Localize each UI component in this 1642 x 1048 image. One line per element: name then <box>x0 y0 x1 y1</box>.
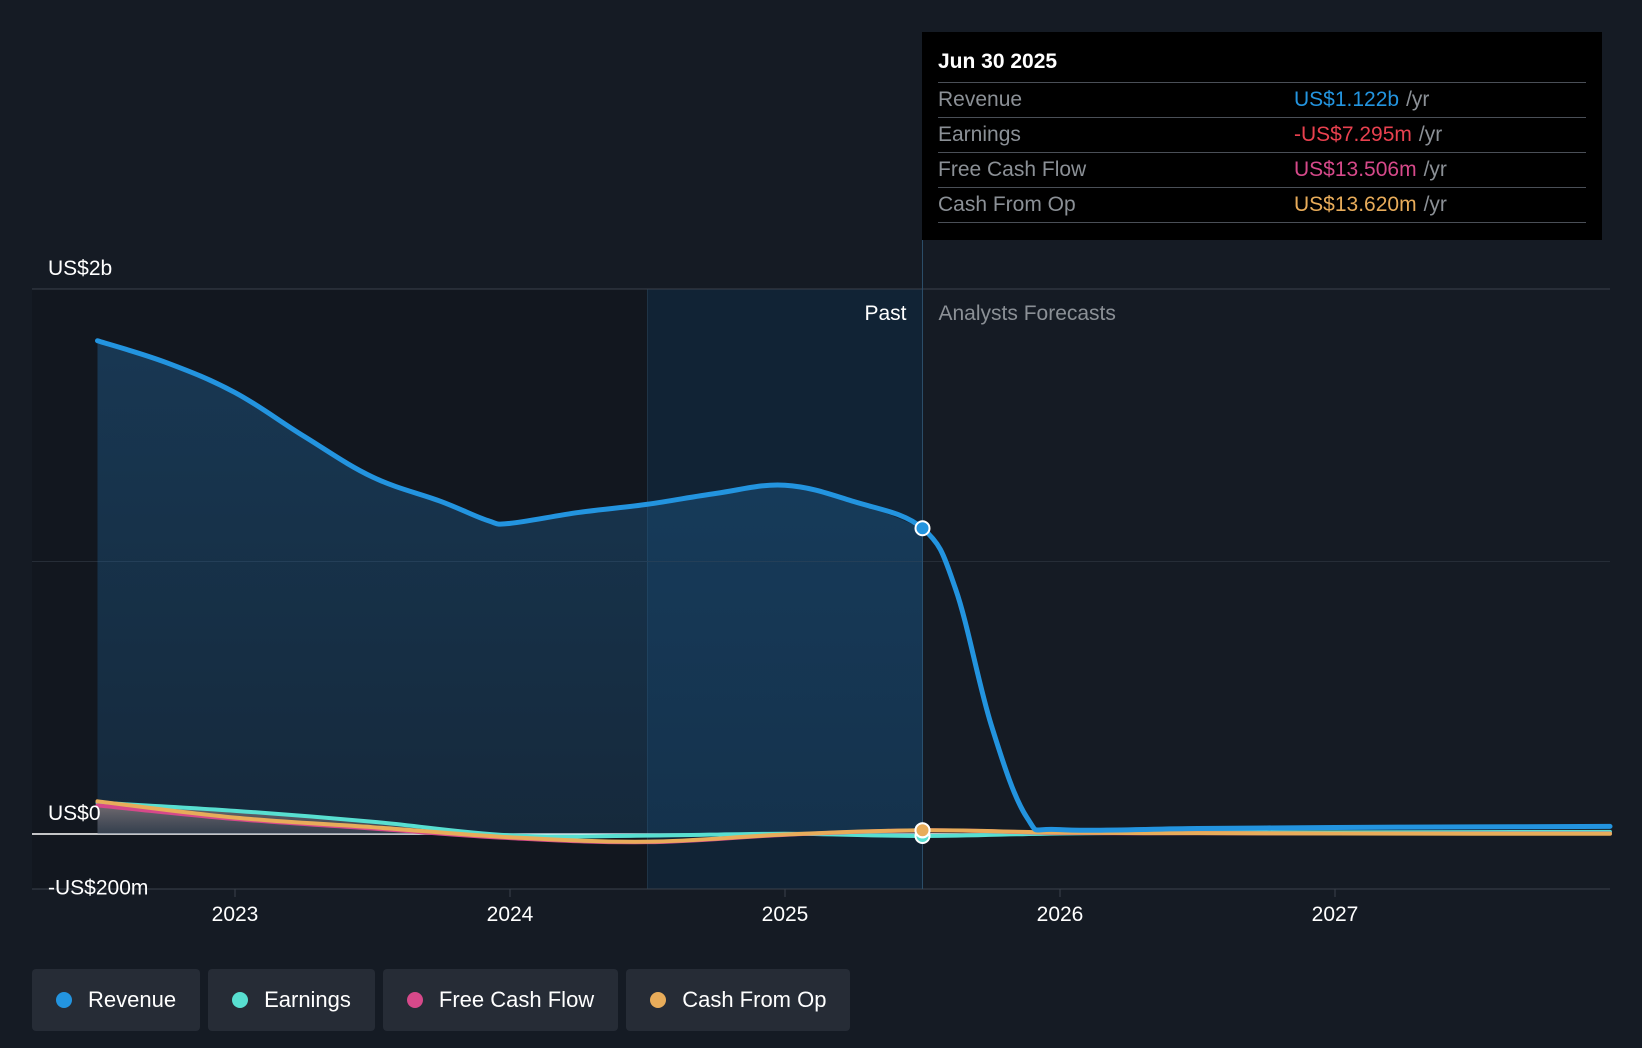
forecast-label: Analysts Forecasts <box>939 302 1116 325</box>
tooltip-unit: /yr <box>1406 88 1430 111</box>
revenue-area <box>97 340 923 834</box>
tooltip-row: Cash From Op US$13.620m/yr <box>938 188 1586 223</box>
tooltip-row: Revenue US$1.122b/yr <box>938 83 1586 118</box>
y-axis-label: US$0 <box>48 802 101 825</box>
tooltip-label: Earnings <box>938 123 1021 146</box>
revenue-point <box>914 520 931 537</box>
tooltip-label: Cash From Op <box>938 193 1076 216</box>
x-axis-label: 2023 <box>212 903 259 926</box>
cash-from-op-line <box>95 799 1612 844</box>
tooltip-panel: Jun 30 2025 Revenue US$1.122b/yr Earnings -… <box>922 32 1602 240</box>
x-axis-label: 2025 <box>762 903 809 926</box>
tooltip-unit: /yr <box>1423 193 1447 216</box>
x-axis-label: 2026 <box>1037 903 1084 926</box>
legend-dot-icon <box>56 992 72 1008</box>
legend: Revenue Earnings Free Cash Flow Cash From O… <box>32 969 851 1031</box>
legend-item-cash-from-op[interactable]: Cash From Op <box>626 969 851 1031</box>
past-label: Past <box>864 302 906 325</box>
legend-dot-icon <box>406 992 423 1008</box>
revenue-line <box>95 338 1613 833</box>
tooltip-date: Jun 30 2025 <box>938 46 1586 83</box>
tooltip-row: Earnings -US$7.295m/yr <box>938 118 1586 153</box>
tooltip-value: US$13.506m <box>1294 158 1417 181</box>
tooltip-value: US$13.620m <box>1294 193 1417 216</box>
legend-label: Revenue <box>88 987 177 1012</box>
tooltip-label: Revenue <box>938 88 1023 111</box>
y-axis-label: US$2b <box>48 257 112 280</box>
tooltip-unit: /yr <box>1423 158 1447 181</box>
legend-item-free-cash-flow[interactable]: Free Cash Flow <box>382 969 619 1031</box>
legend-item-revenue[interactable]: Revenue <box>32 969 201 1031</box>
tooltip-value: -US$7.295m <box>1294 123 1412 146</box>
tooltip-value: US$1.122b <box>1294 88 1400 111</box>
x-axis-label: 2024 <box>487 903 534 926</box>
tooltip-label: Free Cash Flow <box>938 158 1087 181</box>
y-axis-label: -US$200m <box>48 877 148 900</box>
legend-label: Earnings <box>264 987 351 1012</box>
legend-dot-icon <box>650 992 667 1008</box>
x-axis-label: 2027 <box>1312 903 1359 926</box>
legend-dot-icon <box>232 992 249 1008</box>
legend-item-earnings[interactable]: Earnings <box>208 969 375 1031</box>
tooltip-unit: /yr <box>1418 123 1443 146</box>
tooltip-row: Free Cash Flow US$13.506m/yr <box>938 153 1586 188</box>
legend-label: Free Cash Flow <box>438 987 595 1012</box>
legend-label: Cash From Op <box>682 987 827 1012</box>
cash-from-op-point <box>914 822 931 839</box>
